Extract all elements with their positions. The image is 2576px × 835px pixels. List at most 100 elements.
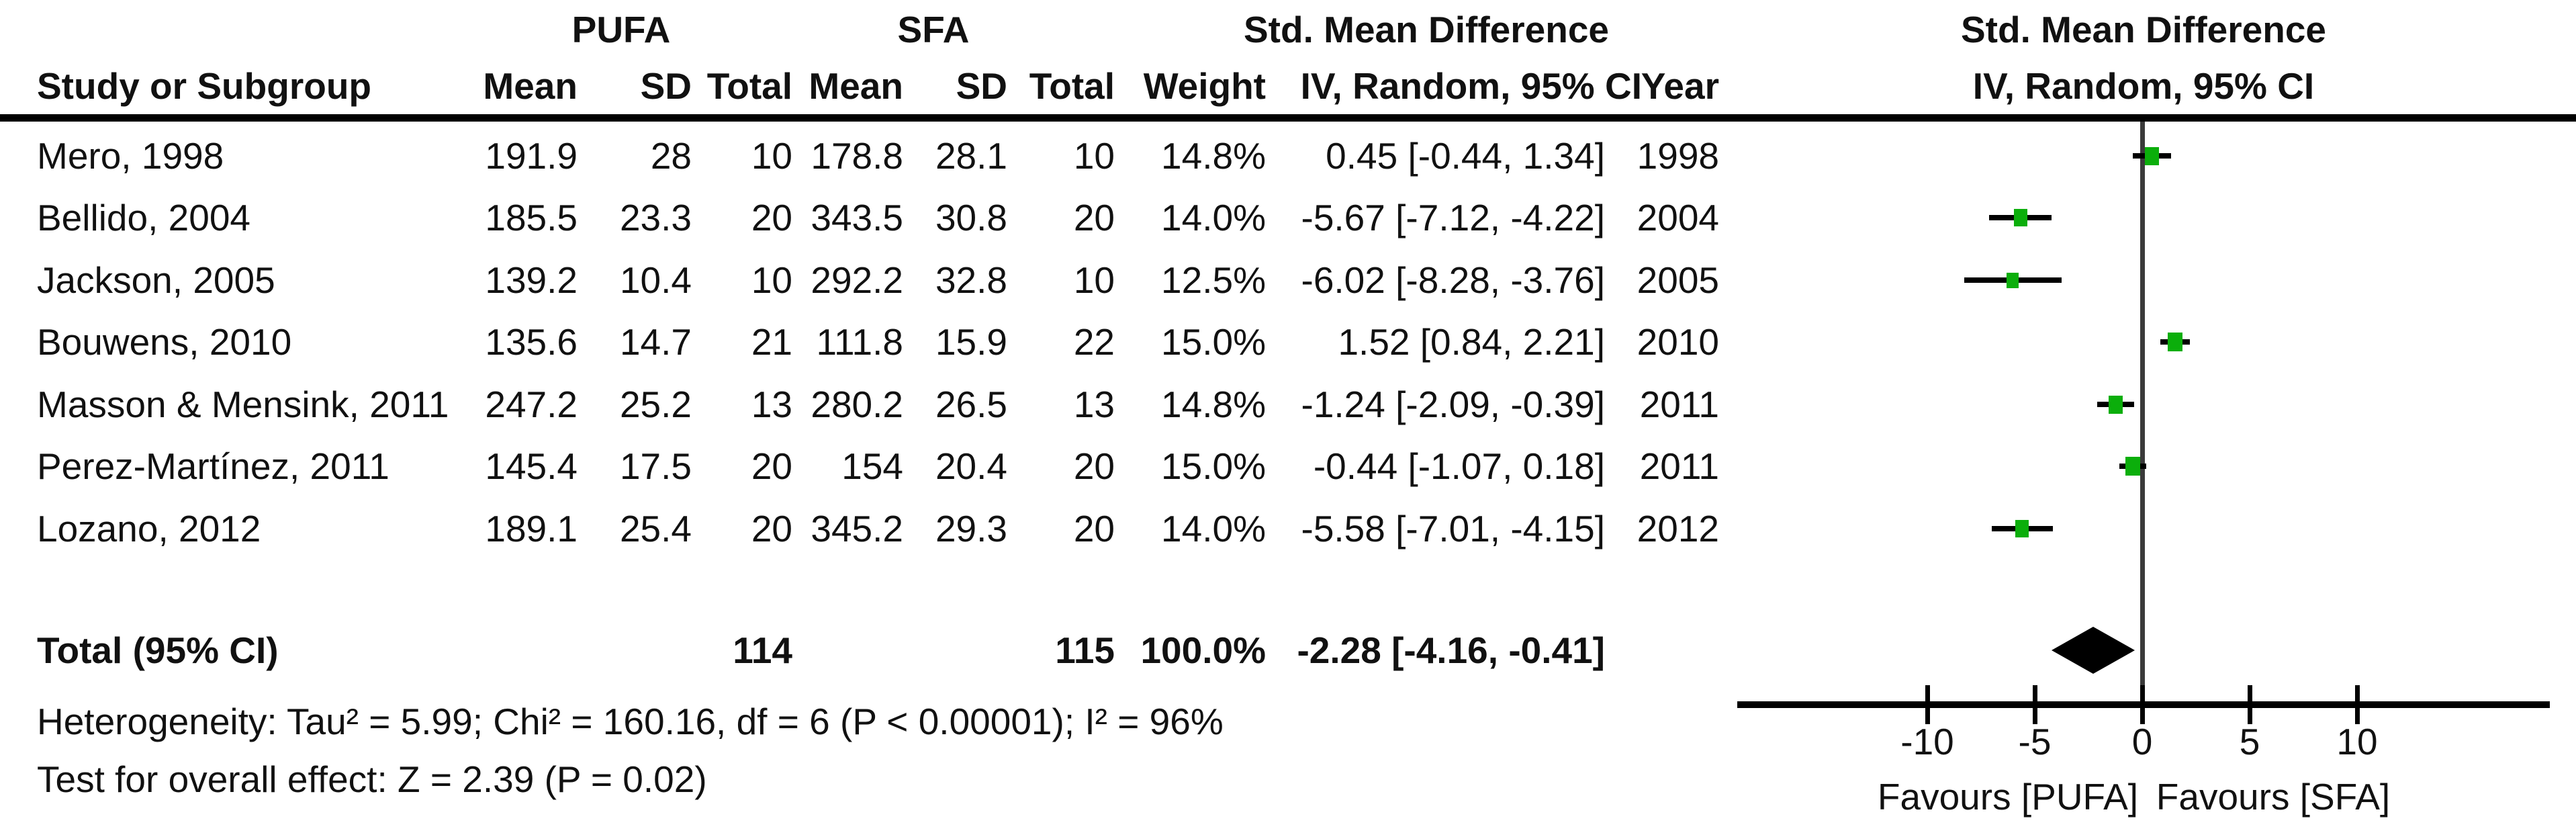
sfa-sd-cell: 26.5 <box>935 384 1007 425</box>
pufa-sd-cell: 25.4 <box>619 508 692 550</box>
axis-tick-label: -10 <box>1900 721 1954 762</box>
smd-marker <box>2108 395 2123 414</box>
weight-cell: 14.0% <box>1161 508 1266 550</box>
weight-cell: 14.0% <box>1161 197 1266 238</box>
sfa-total-cell: 20 <box>1073 445 1115 487</box>
pufa-mean-cell: 247.2 <box>485 384 578 425</box>
zero-line <box>2140 122 2145 705</box>
study-label: Bouwens, 2010 <box>37 321 292 363</box>
study-label: Jackson, 2005 <box>37 259 275 301</box>
smd-plot-header-line2: IV, Random, 95% CI <box>1972 65 2315 107</box>
sfa-total-cell: 22 <box>1073 321 1115 363</box>
smd-ci-cell: -5.67 [-7.12, -4.22] <box>1301 197 1606 238</box>
pufa-total-cell: 13 <box>751 384 792 425</box>
pufa-total-cell: 21 <box>751 321 792 363</box>
weight-cell: 14.8% <box>1161 135 1266 177</box>
pufa-mean-cell: 189.1 <box>485 508 578 550</box>
weight-column-header: Weight <box>1143 65 1266 107</box>
pufa-total-cell: 20 <box>751 508 792 550</box>
sfa-mean-cell: 280.2 <box>811 384 903 425</box>
smd-ci-cell: -6.02 [-8.28, -3.76] <box>1301 259 1606 301</box>
smd-marker <box>2013 209 2027 226</box>
study-label: Perez-Martínez, 2011 <box>37 445 389 487</box>
smd-table-header-line1: Std. Mean Difference <box>1243 9 1609 50</box>
axis-tick-label: -5 <box>2018 721 2052 762</box>
axis-tick <box>2033 685 2037 724</box>
sfa-group-header: SFA <box>897 9 970 50</box>
year-cell: 2012 <box>1637 508 1719 550</box>
pufa-total-cell: 20 <box>751 197 792 238</box>
axis-tick <box>2355 685 2360 724</box>
sfa-total-cell: 20 <box>1073 197 1115 238</box>
sfa-mean-cell: 345.2 <box>811 508 903 550</box>
weight-cell: 15.0% <box>1161 445 1266 487</box>
sfa-total-header: Total <box>1029 65 1115 107</box>
pufa-mean-cell: 135.6 <box>485 321 578 363</box>
smd-ci-cell: -1.24 [-2.09, -0.39] <box>1301 384 1606 425</box>
smd-marker <box>2015 520 2029 537</box>
pufa-mean-cell: 145.4 <box>485 445 578 487</box>
sfa-sd-header: SD <box>956 65 1007 107</box>
pufa-mean-cell: 191.9 <box>485 135 578 177</box>
year-column-header: Year <box>1641 65 1719 107</box>
study-label: Masson & Mensink, 2011 <box>37 384 449 425</box>
pufa-sd-cell: 17.5 <box>619 445 692 487</box>
weight-cell: 12.5% <box>1161 259 1266 301</box>
axis-tick <box>2140 685 2145 724</box>
smd-marker <box>2007 272 2019 288</box>
sfa-mean-cell: 292.2 <box>811 259 903 301</box>
sfa-total-cell: 13 <box>1073 384 1115 425</box>
axis-tick-label: 0 <box>2131 721 2153 762</box>
year-cell: 1998 <box>1637 135 1719 177</box>
sfa-sd-cell: 15.9 <box>935 321 1007 363</box>
pufa-sd-cell: 25.2 <box>619 384 692 425</box>
study-label: Mero, 1998 <box>37 135 224 177</box>
heterogeneity-text: Heterogeneity: Tau² = 5.99; Chi² = 160.1… <box>37 701 1224 742</box>
pufa-mean-header: Mean <box>483 65 578 107</box>
total-weight: 100.0% <box>1140 629 1266 671</box>
sfa-mean-cell: 178.8 <box>811 135 903 177</box>
sfa-mean-cell: 111.8 <box>816 321 903 363</box>
year-cell: 2011 <box>1639 445 1719 487</box>
smd-plot-header-line1: Std. Mean Difference <box>1960 9 2326 50</box>
pufa-total-header: Total <box>706 65 792 107</box>
year-cell: 2004 <box>1637 197 1719 238</box>
smd-ci-cell: -5.58 [-7.01, -4.15] <box>1301 508 1606 550</box>
sfa-total-cell: 10 <box>1073 259 1115 301</box>
pufa-sd-cell: 28 <box>650 135 692 177</box>
year-cell: 2010 <box>1637 321 1719 363</box>
smd-ci-cell: 0.45 [-0.44, 1.34] <box>1326 135 1605 177</box>
sfa-total-cell: 20 <box>1073 508 1115 550</box>
total-ci: -2.28 [-4.16, -0.41] <box>1297 629 1605 671</box>
favours-left-label: Favours [PUFA] <box>1877 776 2139 818</box>
sfa-total-cell: 10 <box>1073 135 1115 177</box>
pufa-sd-cell: 14.7 <box>619 321 692 363</box>
pufa-mean-cell: 185.5 <box>485 197 578 238</box>
year-cell: 2005 <box>1637 259 1719 301</box>
total-diamond <box>2052 627 2135 674</box>
weight-cell: 15.0% <box>1161 321 1266 363</box>
header-divider <box>0 114 2576 122</box>
sfa-sd-cell: 30.8 <box>935 197 1007 238</box>
axis-tick <box>2248 685 2252 724</box>
axis-tick <box>1925 685 1930 724</box>
pufa-total-cell: 20 <box>751 445 792 487</box>
sfa-sd-cell: 20.4 <box>935 445 1007 487</box>
sfa-sd-cell: 29.3 <box>935 508 1007 550</box>
study-column-header: Study or Subgroup <box>37 65 372 107</box>
smd-marker <box>2125 457 2140 476</box>
favours-right-label: Favours [SFA] <box>2156 776 2391 818</box>
smd-marker <box>2144 146 2159 165</box>
overall-effect-text: Test for overall effect: Z = 2.39 (P = 0… <box>37 758 707 800</box>
axis-tick-label: 5 <box>2239 721 2260 762</box>
total-label: Total (95% CI) <box>37 629 279 671</box>
sfa-sd-cell: 28.1 <box>935 135 1007 177</box>
pufa-group-header: PUFA <box>571 9 671 50</box>
sfa-mean-cell: 154 <box>841 445 903 487</box>
pufa-sd-cell: 10.4 <box>619 259 692 301</box>
study-label: Bellido, 2004 <box>37 197 251 238</box>
pufa-sd-cell: 23.3 <box>619 197 692 238</box>
axis-tick-label: 10 <box>2336 721 2378 762</box>
pufa-total-cell: 10 <box>751 259 792 301</box>
